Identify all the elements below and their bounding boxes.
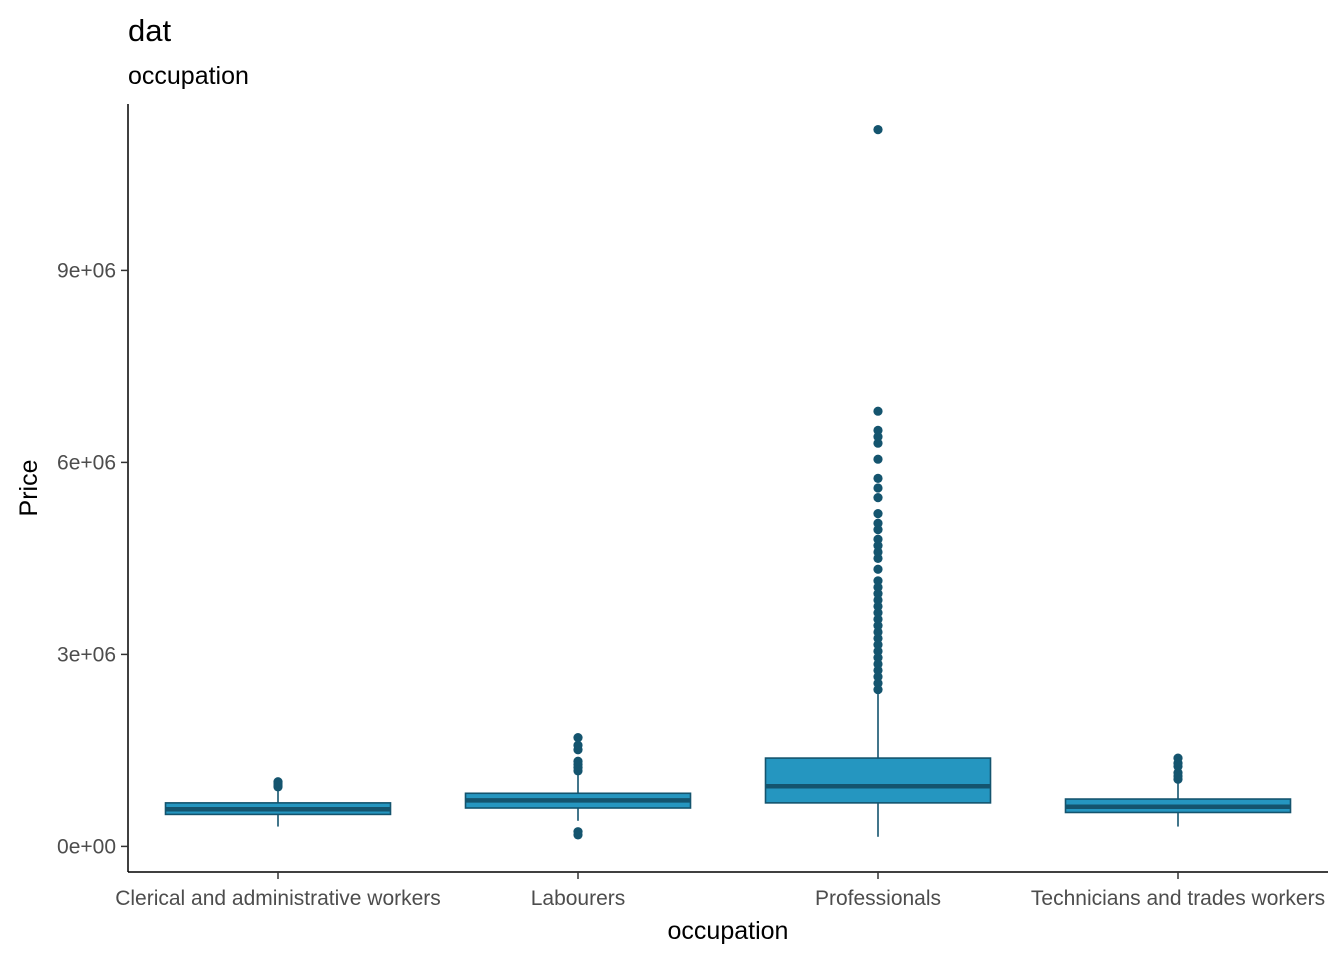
- outlier-point: [873, 653, 883, 663]
- axes: [127, 104, 1328, 873]
- outlier-point: [873, 483, 883, 493]
- outlier-point: [873, 640, 883, 650]
- outlier-point: [873, 525, 883, 535]
- outlier-point: [873, 589, 883, 599]
- outlier-point: [573, 733, 583, 743]
- outlier-point: [873, 406, 883, 416]
- ticks: 0e+00 3e+06 6e+06 9e+06 Clerical and adminis…: [57, 259, 1325, 910]
- outlier-point: [1173, 768, 1183, 778]
- outlier-point: [873, 685, 883, 695]
- outlier-point: [873, 601, 883, 612]
- outlier-point: [573, 827, 583, 837]
- outlier-point: [873, 659, 883, 669]
- box-group-2: [464, 733, 692, 840]
- outlier-point: [873, 646, 883, 656]
- x-tick-label: Professionals: [815, 887, 941, 910]
- outlier-point: [873, 576, 883, 586]
- outlier-point: [873, 541, 883, 551]
- outlier-point: [873, 595, 883, 605]
- x-tick-label: Clerical and administrative workers: [115, 887, 441, 910]
- y-tick-label: 6e+06: [57, 451, 116, 474]
- outlier-point: [873, 547, 883, 557]
- chart-title: dat: [128, 13, 171, 48]
- outlier-point: [873, 425, 883, 435]
- outlier-point: [873, 493, 883, 503]
- outlier-point: [873, 633, 883, 644]
- plot-area: [164, 125, 1292, 840]
- x-axis-title: occupation: [668, 917, 789, 945]
- outlier-point: [873, 473, 883, 483]
- box-group-4: [1064, 753, 1292, 827]
- outlier-point: [573, 756, 583, 766]
- outlier-point: [873, 553, 883, 564]
- outlier-point: [873, 454, 883, 464]
- outlier-point: [873, 614, 883, 624]
- x-tick-label: Technicians and trades workers: [1031, 887, 1325, 910]
- outlier-point: [873, 582, 883, 592]
- y-axis-title: Price: [15, 460, 43, 517]
- y-tick-label: 9e+06: [57, 259, 116, 282]
- outlier-point: [873, 621, 883, 631]
- outlier-point: [873, 672, 883, 682]
- outlier-point: [873, 534, 883, 544]
- y-tick-label: 0e+00: [57, 835, 116, 858]
- box-group-1: [164, 777, 392, 827]
- outlier-point: [873, 627, 883, 637]
- outlier-point: [873, 564, 883, 574]
- y-tick-label: 3e+06: [57, 643, 116, 666]
- outlier-point: [873, 508, 883, 519]
- outlier-point: [873, 432, 883, 442]
- outlier-point: [873, 438, 883, 448]
- box-iqr: [764, 757, 992, 804]
- outlier-point: [873, 125, 883, 135]
- box-group-3: [764, 125, 992, 837]
- outlier-point: [1173, 753, 1183, 763]
- outlier-point: [873, 518, 883, 528]
- outlier-point: [873, 665, 883, 676]
- outlier-point: [573, 740, 583, 750]
- outlier-point: [273, 777, 283, 787]
- outlier-point: [873, 678, 883, 688]
- chart-subtitle: occupation: [128, 62, 249, 90]
- outlier-point: [873, 608, 883, 618]
- x-tick-label: Labourers: [531, 887, 626, 910]
